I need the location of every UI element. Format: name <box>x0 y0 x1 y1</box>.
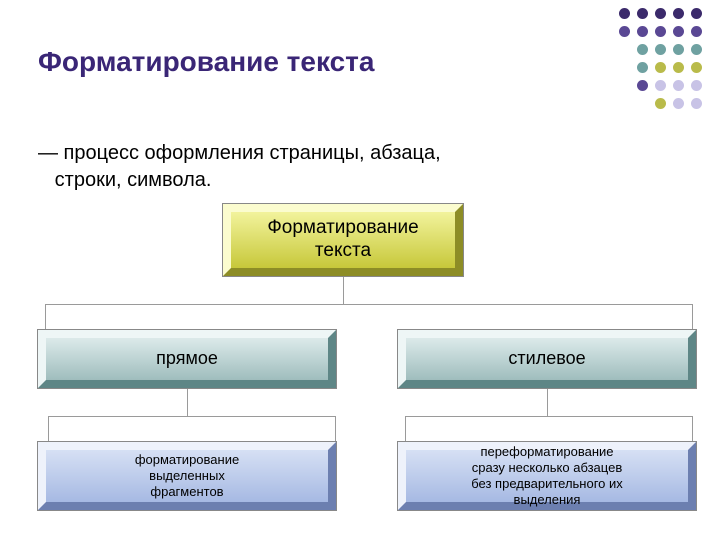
line: прямое <box>156 348 218 370</box>
connector-segment <box>335 416 336 442</box>
line: Форматирование <box>267 217 418 240</box>
connector-segment <box>547 388 548 416</box>
decor-dot <box>673 98 684 109</box>
decor-dot <box>673 44 684 55</box>
root-box: Форматирование текста <box>223 204 463 276</box>
decor-dot <box>619 26 630 37</box>
decor-row <box>619 8 702 19</box>
line: стилевое <box>508 348 585 370</box>
right-leaf-box: переформатирование сразу несколько абзац… <box>398 442 696 510</box>
box-text: стилевое <box>406 338 688 380</box>
decor-row <box>655 98 702 109</box>
decor-dot <box>637 62 648 73</box>
decor-dot <box>655 26 666 37</box>
decor-dot <box>655 44 666 55</box>
line: выделения <box>514 492 581 508</box>
connector-segment <box>692 304 693 330</box>
connector-segment <box>48 416 336 417</box>
decor-dots <box>619 8 702 109</box>
connector-segment <box>45 304 46 330</box>
decor-dot <box>673 80 684 91</box>
left-leaf-box: форматирование выделенных фрагментов <box>38 442 336 510</box>
decor-dot <box>637 44 648 55</box>
line: сразу несколько абзацев <box>472 460 622 476</box>
connector-segment <box>405 416 406 442</box>
box-text: прямое <box>46 338 328 380</box>
right-mid-box: стилевое <box>398 330 696 388</box>
left-mid-box: прямое <box>38 330 336 388</box>
box-text: форматирование выделенных фрагментов <box>46 450 328 502</box>
line: фрагментов <box>150 484 223 500</box>
decor-dot <box>691 80 702 91</box>
connector-segment <box>343 276 344 304</box>
connector-segment <box>187 388 188 416</box>
decor-dot <box>655 62 666 73</box>
decor-dot <box>637 8 648 19</box>
decor-row <box>637 62 702 73</box>
decor-dot <box>673 8 684 19</box>
decor-dot <box>691 8 702 19</box>
decor-row <box>619 26 702 37</box>
connector-segment <box>405 416 693 417</box>
page-title: Форматирование текста <box>38 46 374 78</box>
connector-segment <box>692 416 693 442</box>
decor-row <box>637 44 702 55</box>
subtitle: — процесс оформления страницы, абзаца, с… <box>38 140 558 194</box>
decor-dot <box>637 26 648 37</box>
decor-dot <box>691 62 702 73</box>
decor-row <box>637 80 702 91</box>
decor-dot <box>691 44 702 55</box>
line: выделенных <box>149 468 225 484</box>
decor-dot <box>637 80 648 91</box>
decor-dot <box>655 8 666 19</box>
decor-dot <box>619 8 630 19</box>
decor-dot <box>655 98 666 109</box>
box-text: Форматирование текста <box>231 212 455 268</box>
connector-segment <box>48 416 49 442</box>
line: форматирование <box>135 452 239 468</box>
decor-dot <box>691 98 702 109</box>
decor-dot <box>673 26 684 37</box>
line: переформатирование <box>480 444 613 460</box>
decor-dot <box>691 26 702 37</box>
line: текста <box>315 240 371 263</box>
box-text: переформатирование сразу несколько абзац… <box>406 450 688 502</box>
line: без предварительного их <box>471 476 623 492</box>
decor-dot <box>655 80 666 91</box>
decor-dot <box>673 62 684 73</box>
connector-segment <box>45 304 693 305</box>
